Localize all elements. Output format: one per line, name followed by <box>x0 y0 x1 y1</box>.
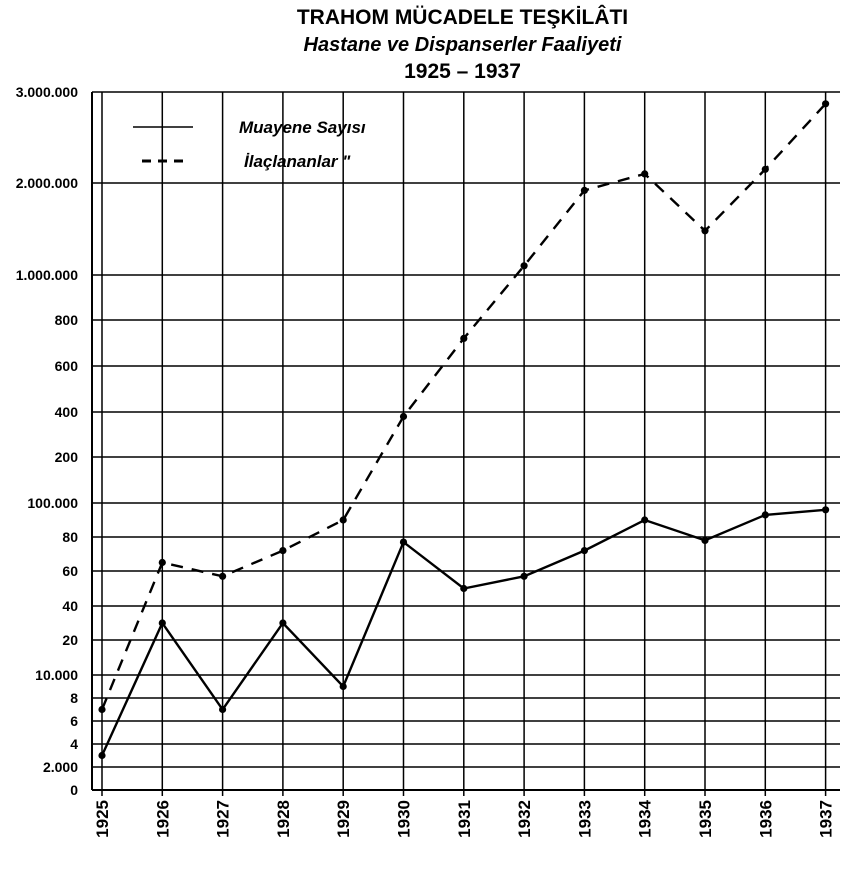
data-point <box>701 536 709 545</box>
x-tick-label: 1926 <box>153 800 172 838</box>
x-tick-labels: 1925 1926 1927 1928 1929 1930 1931 1932 1933 1934… <box>93 799 836 837</box>
y-tick-label: 2.000 <box>43 759 78 775</box>
chart-subtitle: Hastane ve Dispanserler Faaliyeti <box>303 34 622 56</box>
data-point <box>641 170 649 178</box>
x-tick-label: 1932 <box>515 800 534 838</box>
data-point <box>98 705 106 714</box>
data-point <box>460 584 468 593</box>
y-tick-label: 10.000 <box>35 667 78 683</box>
chart-titles: TRAHOM MÜCADELE TEŞKİLÂTI Hastane ve Dis… <box>0 4 850 86</box>
data-point <box>279 619 287 627</box>
data-point <box>580 186 589 194</box>
data-point <box>279 547 287 555</box>
x-tick-label: 1929 <box>334 800 353 838</box>
y-tick-label: 600 <box>55 358 79 374</box>
data-point <box>158 619 166 627</box>
y-tick-labels: 0 2.000 4 6 8 10.000 20 40 60 80 100.000 200 400 600 8… <box>16 84 79 798</box>
legend-label-2: İlaçlananlar " <box>244 152 351 171</box>
y-tick-label: 8 <box>70 690 78 706</box>
data-point <box>460 334 468 342</box>
y-tick-label: 40 <box>62 598 78 614</box>
y-tick-label: 4 <box>70 736 78 752</box>
data-point <box>339 682 347 691</box>
y-tick-label: 80 <box>62 529 78 545</box>
data-point <box>98 751 106 760</box>
data-point <box>822 506 830 514</box>
y-tick-label: 2.000.000 <box>16 175 78 191</box>
series-lines <box>98 100 830 760</box>
y-tick-label: 60 <box>62 563 78 579</box>
y-tick-label: 6 <box>70 713 78 729</box>
data-point <box>520 262 528 270</box>
chart-period: 1925 – 1937 <box>404 60 521 83</box>
data-point <box>580 547 589 555</box>
data-point <box>520 572 528 580</box>
data-point <box>761 165 769 173</box>
y-tick-label: 100.000 <box>27 495 78 511</box>
y-tick-label: 200 <box>55 449 79 465</box>
y-tick-label: 3.000.000 <box>16 84 78 100</box>
y-tick-label: 800 <box>55 312 79 328</box>
data-point <box>641 516 649 524</box>
x-tick-label: 1935 <box>696 800 715 838</box>
data-point <box>399 412 408 421</box>
y-tick-label: 0 <box>70 782 78 798</box>
x-tick-label: 1933 <box>575 800 594 838</box>
x-tick-label: 1927 <box>214 800 233 838</box>
grid-lines <box>91 91 840 796</box>
data-point <box>761 511 769 519</box>
x-tick-label: 1931 <box>455 800 474 838</box>
x-tick-label: 1937 <box>817 800 836 838</box>
x-tick-label: 1925 <box>93 800 112 838</box>
data-point <box>701 227 709 235</box>
data-point <box>219 705 227 714</box>
data-point <box>219 572 227 580</box>
legend-label-1: Muayene Sayısı <box>239 118 366 137</box>
data-point <box>822 100 830 108</box>
data-point <box>158 558 166 567</box>
x-tick-label: 1934 <box>636 799 655 837</box>
data-point <box>339 516 347 524</box>
legend: Muayene Sayısı İlaçlananlar " <box>133 118 366 171</box>
y-tick-label: 400 <box>55 404 79 420</box>
x-tick-label: 1928 <box>274 800 293 838</box>
y-tick-label: 20 <box>62 632 78 648</box>
data-point <box>399 538 408 546</box>
x-tick-label: 1936 <box>756 800 775 838</box>
chart-title: TRAHOM MÜCADELE TEŞKİLÂTI <box>296 6 629 29</box>
y-tick-label: 1.000.000 <box>16 267 78 283</box>
x-tick-label: 1930 <box>395 800 414 838</box>
